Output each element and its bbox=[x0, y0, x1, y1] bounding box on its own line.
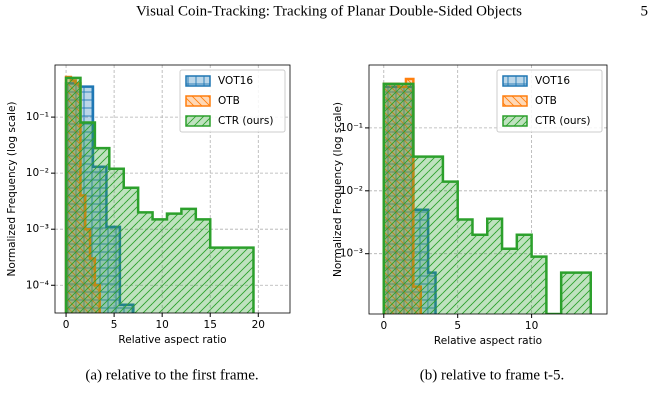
running-title: Visual Coin-Tracking: Tracking of Planar… bbox=[136, 3, 522, 19]
y-tick-label: 10⁻² bbox=[340, 185, 363, 197]
legend-swatch bbox=[502, 75, 528, 87]
legend-label: CTR (ours) bbox=[218, 115, 273, 127]
x-tick-label: 5 bbox=[111, 319, 118, 331]
y-axis-label: Normalized Frequency (log scale) bbox=[6, 101, 18, 276]
histogram-bar bbox=[210, 247, 225, 313]
x-tick-label: 5 bbox=[454, 320, 461, 332]
histogram-bar bbox=[195, 219, 211, 313]
page-number: 5 bbox=[641, 3, 649, 19]
histogram-bar bbox=[94, 148, 110, 313]
histogram-bar bbox=[428, 156, 443, 314]
legend-swatch bbox=[185, 95, 211, 107]
histogram-bar bbox=[472, 234, 488, 314]
x-tick-label: 0 bbox=[63, 319, 70, 331]
y-tick-label: 10⁻³ bbox=[340, 248, 363, 260]
legend-swatch bbox=[185, 115, 211, 127]
y-axis-label: Normalized Frequency (log scale) bbox=[332, 102, 344, 277]
legend-label: OTB bbox=[218, 95, 240, 107]
caption: (b) relative to frame t-5. bbox=[420, 367, 565, 383]
plot-area bbox=[64, 75, 255, 313]
x-tick-label: 15 bbox=[204, 319, 217, 331]
x-tick-label: 0 bbox=[380, 320, 387, 332]
histogram-bar bbox=[457, 219, 473, 314]
axes-frame bbox=[54, 64, 291, 314]
caption: (a) relative to the first frame. bbox=[85, 367, 258, 383]
legend-swatch bbox=[502, 95, 528, 107]
histogram-outline bbox=[64, 76, 255, 313]
y-tick-label: 10⁻⁴ bbox=[26, 279, 49, 291]
histogram-bar bbox=[413, 156, 429, 314]
y-tick-label: 10⁻³ bbox=[26, 223, 49, 235]
histogram-bar bbox=[502, 248, 517, 314]
legend-swatch bbox=[185, 75, 211, 87]
x-axis-label: Relative aspect ratio bbox=[118, 334, 226, 346]
y-tick-label: 10⁻¹ bbox=[340, 122, 363, 134]
histogram-bar bbox=[181, 208, 196, 313]
y-tick-label: 10⁻² bbox=[26, 167, 49, 179]
x-axis-label: Relative aspect ratio bbox=[434, 335, 542, 347]
histogram-bar bbox=[109, 168, 124, 313]
x-tick-label: 20 bbox=[252, 319, 265, 331]
histogram-bar bbox=[383, 83, 399, 314]
histogram-bar bbox=[531, 256, 547, 314]
legend-label: CTR (ours) bbox=[535, 115, 590, 127]
histogram-bar bbox=[152, 219, 167, 313]
legend-label: OTB bbox=[535, 95, 557, 107]
axes-frame bbox=[368, 64, 608, 315]
histogram-bar bbox=[516, 234, 532, 314]
legend-swatch bbox=[502, 115, 528, 127]
histogram-bar bbox=[239, 247, 254, 313]
plot-area bbox=[382, 77, 592, 314]
legend-label: VOT16 bbox=[535, 75, 570, 87]
x-tick-label: 10 bbox=[525, 320, 538, 332]
histogram-bar bbox=[398, 83, 414, 314]
y-tick-label: 10⁻¹ bbox=[26, 111, 49, 123]
histogram-bar bbox=[575, 272, 591, 314]
x-tick-label: 10 bbox=[155, 319, 168, 331]
histogram-bar bbox=[80, 122, 95, 313]
histogram-bar bbox=[561, 272, 576, 314]
histogram-bar bbox=[66, 77, 81, 313]
histogram-bar bbox=[138, 212, 153, 313]
histogram-bar bbox=[442, 181, 458, 314]
histogram-bar bbox=[123, 187, 139, 313]
histogram-bar bbox=[224, 247, 240, 313]
legend-label: VOT16 bbox=[218, 75, 253, 87]
histogram-bar bbox=[487, 218, 503, 314]
histogram-bar bbox=[166, 213, 182, 313]
histogram-outline bbox=[382, 82, 592, 314]
